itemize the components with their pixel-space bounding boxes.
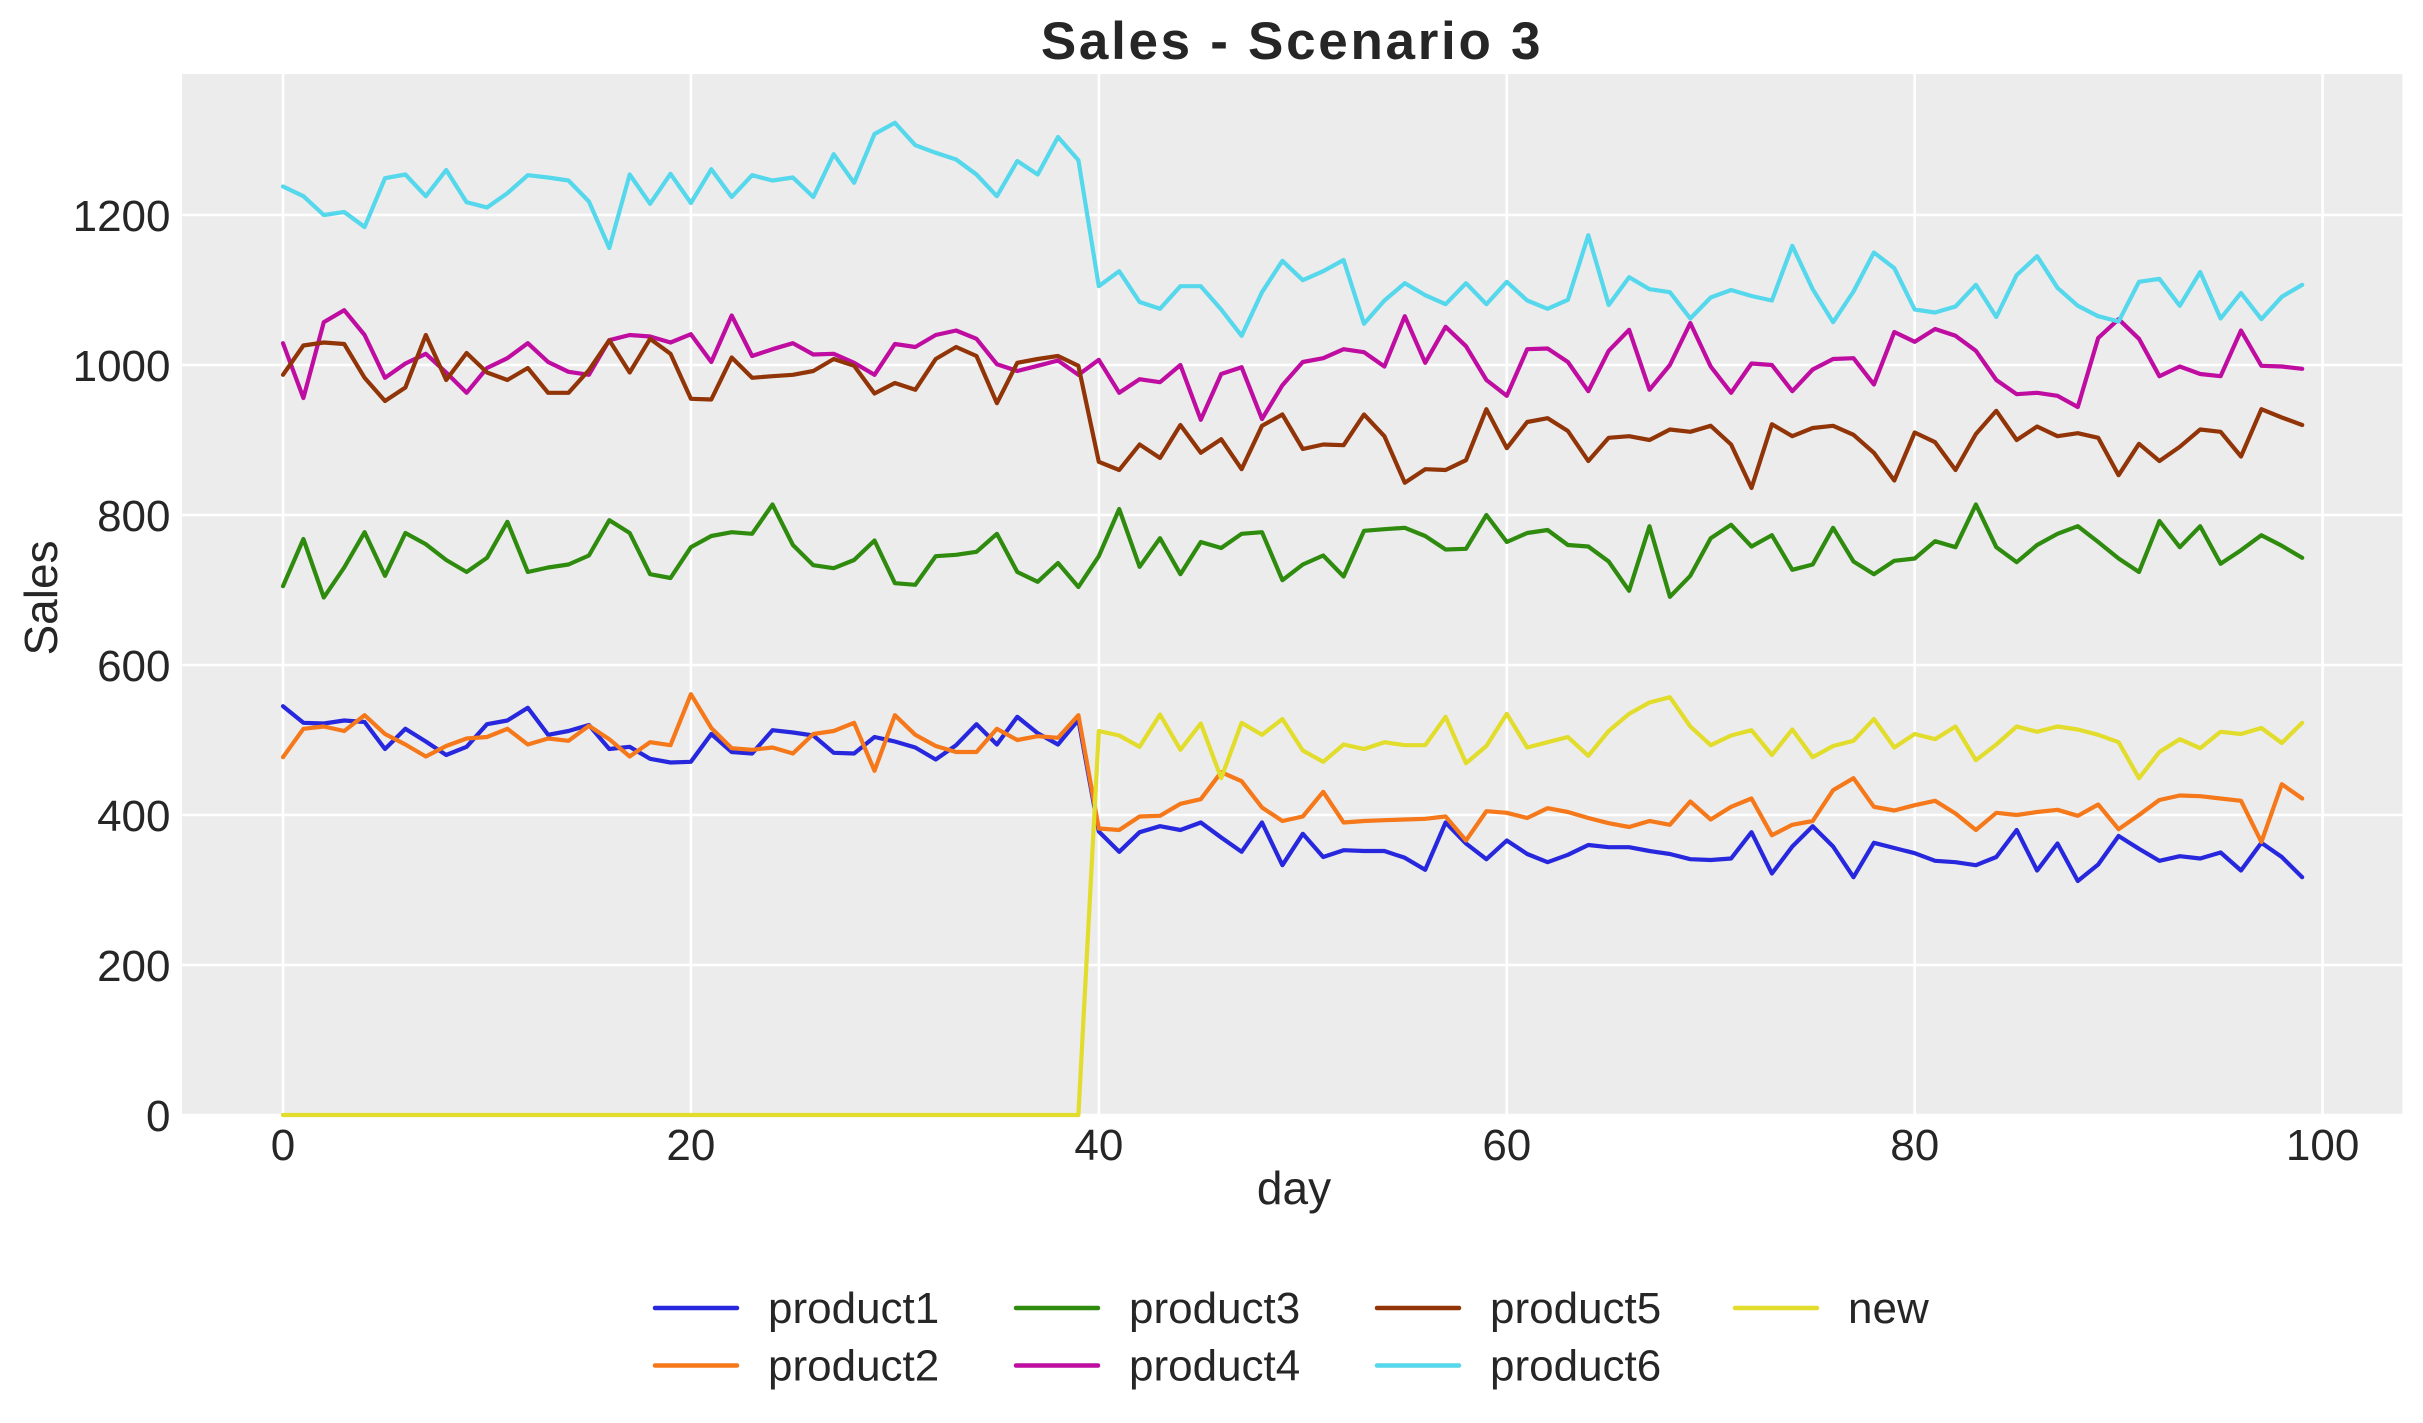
svg-text:100: 100 <box>2286 1121 2359 1170</box>
svg-text:1200: 1200 <box>73 192 171 241</box>
svg-text:product2: product2 <box>768 1342 939 1391</box>
svg-text:product1: product1 <box>768 1284 939 1333</box>
svg-text:400: 400 <box>97 792 170 841</box>
svg-text:0: 0 <box>146 1092 170 1141</box>
svg-text:product6: product6 <box>1490 1342 1661 1391</box>
svg-text:800: 800 <box>97 492 170 541</box>
svg-text:Sales - Scenario 3: Sales - Scenario 3 <box>1041 12 1543 71</box>
svg-text:20: 20 <box>666 1121 715 1170</box>
svg-text:Sales: Sales <box>15 540 67 655</box>
svg-text:day: day <box>1257 1162 1331 1214</box>
svg-text:600: 600 <box>97 642 170 691</box>
svg-text:60: 60 <box>1482 1121 1531 1170</box>
svg-text:40: 40 <box>1074 1121 1123 1170</box>
svg-text:new: new <box>1848 1284 1929 1333</box>
svg-text:80: 80 <box>1890 1121 1939 1170</box>
svg-text:product4: product4 <box>1129 1342 1300 1391</box>
svg-text:product3: product3 <box>1129 1284 1300 1333</box>
svg-text:0: 0 <box>271 1121 295 1170</box>
svg-text:product5: product5 <box>1490 1284 1661 1333</box>
svg-text:200: 200 <box>97 942 170 991</box>
svg-text:1000: 1000 <box>73 342 171 391</box>
